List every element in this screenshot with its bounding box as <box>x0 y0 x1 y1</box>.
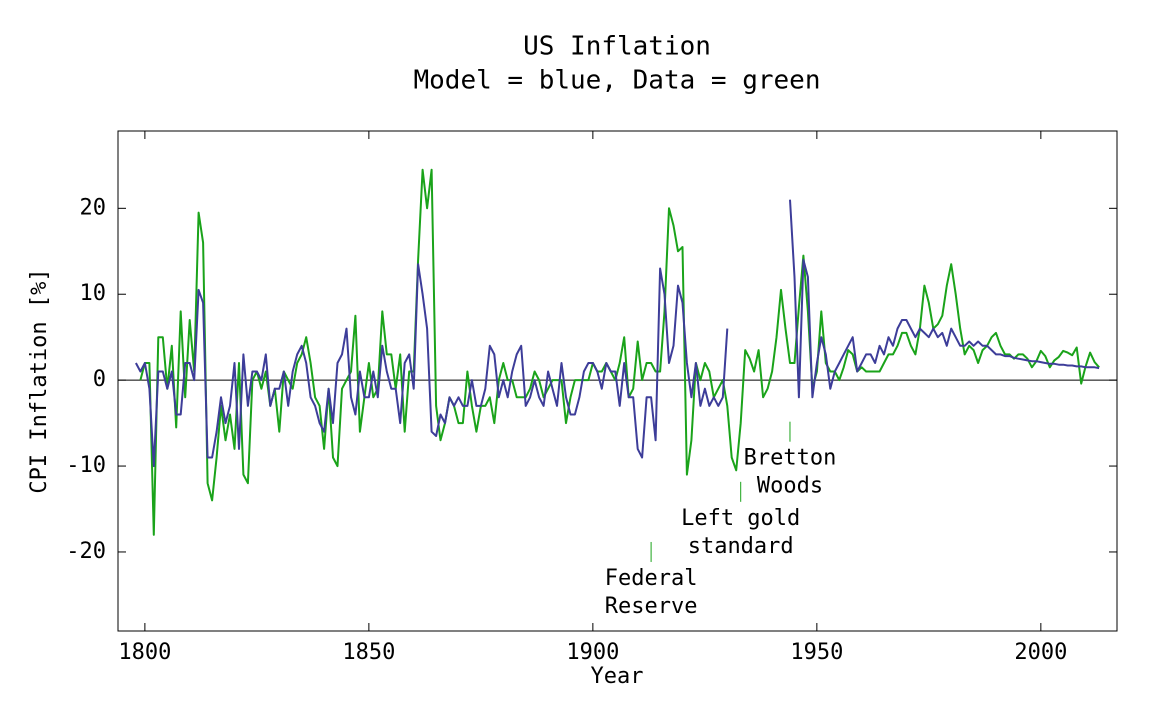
data-line <box>139 168 1100 536</box>
annotation-text: Reserve <box>605 594 698 619</box>
annotation-text: standard <box>688 534 794 559</box>
x-tick-label: 1850 <box>342 640 395 665</box>
annotation-text: Woods <box>757 474 823 499</box>
y-tick-label: 10 <box>80 281 107 306</box>
annotation-text: Left gold <box>681 506 800 531</box>
data-line <box>135 199 1100 468</box>
chart-title: US Inflation <box>523 32 711 62</box>
x-axis-label: Year <box>591 664 644 689</box>
annotation-text: Federal <box>605 566 698 591</box>
annotation-text: Bretton <box>744 446 837 471</box>
y-axis-label: CPI Inflation [%] <box>27 268 52 493</box>
x-tick-label: 1800 <box>118 640 171 665</box>
plot-frame <box>117 130 1118 632</box>
y-tick-label: -20 <box>66 539 106 564</box>
y-tick-label: 20 <box>80 195 107 220</box>
x-tick-label: 1900 <box>566 640 619 665</box>
y-tick-label: 0 <box>93 367 106 392</box>
x-tick-label: 1950 <box>790 640 843 665</box>
chart-subtitle: Model = blue, Data = green <box>414 66 821 96</box>
y-tick-label: -10 <box>66 453 106 478</box>
x-tick-label: 2000 <box>1014 640 1067 665</box>
